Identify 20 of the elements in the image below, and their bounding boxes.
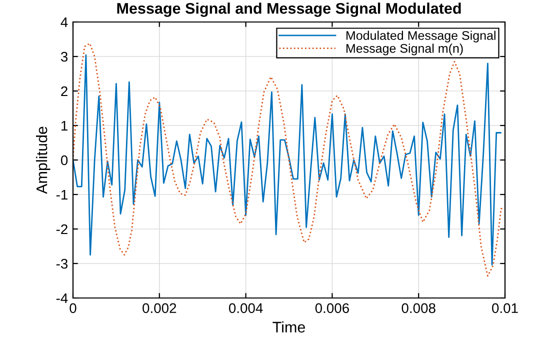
legend-label: Message Signal m(n) xyxy=(346,44,463,56)
y-tick-label: 0 xyxy=(60,155,68,166)
x-tick-label: 0.006 xyxy=(315,303,349,314)
x-tick-label: 0.004 xyxy=(228,303,263,314)
x-tick-label: 0.002 xyxy=(142,303,176,314)
x-tick-label: 0.01 xyxy=(492,303,518,314)
x-tick-label: 0 xyxy=(70,303,76,314)
legend-label: Modulated Message Signal xyxy=(346,30,496,42)
y-tick-label: 2 xyxy=(61,86,68,96)
y-tick-label: -2 xyxy=(56,224,68,234)
y-tick-label: -1 xyxy=(56,190,68,200)
y-tick-label: -4 xyxy=(56,293,68,304)
y-tick-label: 4 xyxy=(60,17,68,28)
x-axis-title: Time xyxy=(272,321,306,333)
y-axis-title: Amplitude xyxy=(36,126,50,194)
y-tick-label: -3 xyxy=(56,258,68,269)
x-tick-label: 0.008 xyxy=(402,303,436,314)
chart-title: Message Signal and Message Signal Modulated xyxy=(117,2,461,17)
y-tick-label: 1 xyxy=(61,120,68,131)
y-tick-label: 3 xyxy=(60,52,68,62)
